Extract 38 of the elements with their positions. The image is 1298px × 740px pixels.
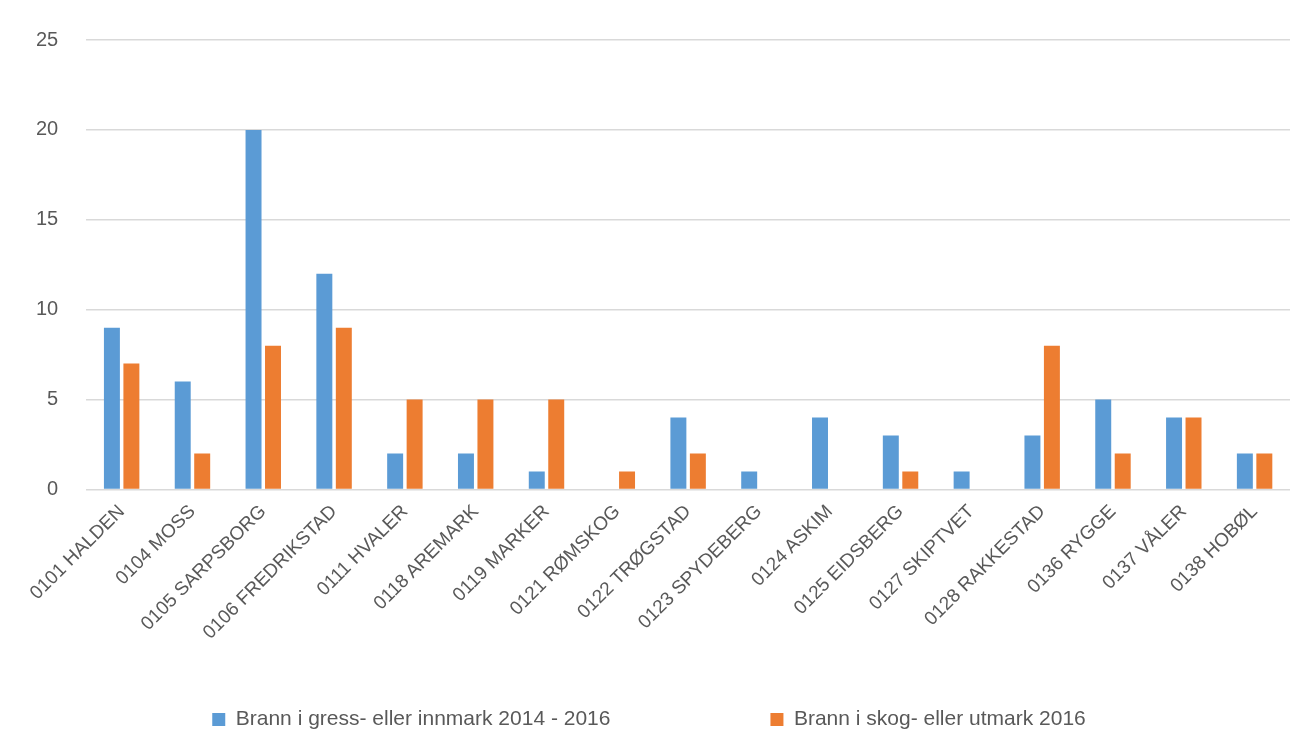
- legend-label: Brann i skog- eller utmark 2016: [793, 706, 1086, 730]
- bar: [670, 417, 687, 489]
- bar: [1256, 453, 1273, 489]
- bar: [457, 453, 474, 489]
- bar: [477, 399, 494, 489]
- bar: [387, 453, 404, 489]
- y-tick-label: 10: [36, 297, 59, 320]
- bar: [1095, 399, 1112, 489]
- bar: [1166, 417, 1183, 489]
- y-tick-label: 15: [36, 207, 59, 230]
- bar: [1236, 453, 1253, 489]
- bar: [689, 453, 706, 489]
- bar: [528, 471, 545, 489]
- bar: [953, 471, 970, 489]
- bar: [741, 471, 758, 489]
- bar: [619, 471, 636, 489]
- y-tick-label: 0: [47, 476, 59, 499]
- legend-label: Brann i gress- eller innmark 2014 - 2016: [235, 706, 611, 730]
- bar: [902, 471, 919, 489]
- bar: [1024, 435, 1041, 489]
- bar: [316, 273, 333, 489]
- bar: [174, 381, 191, 489]
- bar: [812, 417, 828, 489]
- bar: [265, 345, 281, 489]
- y-tick-label: 20: [36, 117, 59, 140]
- bar: [406, 399, 423, 489]
- bar: [103, 327, 120, 489]
- y-tick-label: 5: [47, 387, 59, 410]
- bar: [548, 399, 565, 489]
- bar: [1043, 345, 1060, 489]
- bar: [123, 363, 140, 489]
- bar: [245, 129, 262, 489]
- y-tick-label: 25: [36, 27, 59, 50]
- bar: [194, 453, 211, 489]
- bar: [1185, 417, 1202, 489]
- bar: [335, 327, 352, 489]
- bar: [882, 435, 899, 489]
- bar: [1114, 453, 1131, 489]
